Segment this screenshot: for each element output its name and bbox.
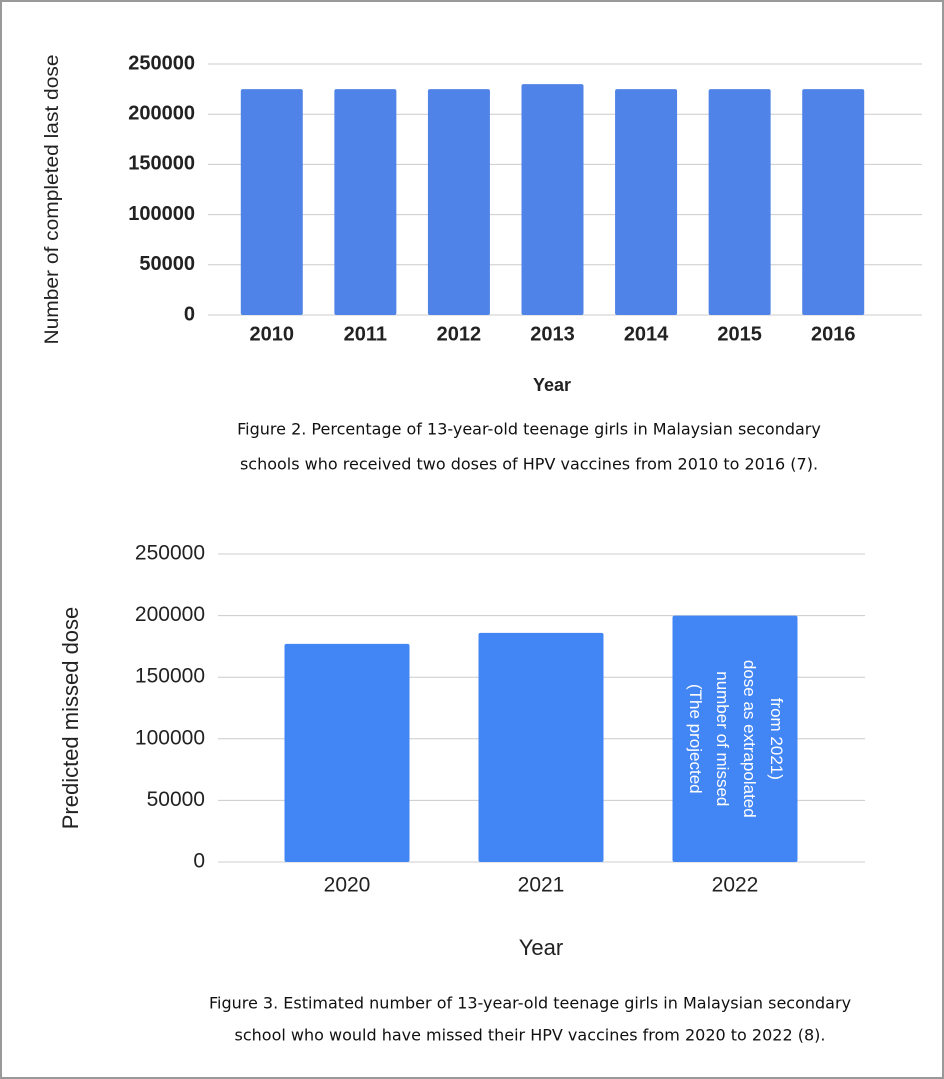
figure-caption: schools who received two doses of HPV va… [240,455,818,474]
x-tick-label: 2010 [250,323,295,345]
y-tick-label: 0 [184,303,195,325]
x-tick-label: 2020 [324,874,371,897]
x-tick-label: 2022 [712,874,759,897]
x-tick-label: 2013 [530,323,575,345]
y-axis-label: Number of completed last dose [42,55,63,345]
x-axis-label: Year [533,375,571,395]
y-tick-label: 100000 [135,726,205,749]
bar-annotation: number of missed [713,671,732,806]
bar [802,89,865,315]
y-tick-label: 250000 [135,542,205,565]
bar [427,89,490,315]
bar [334,89,397,315]
y-tick-label: 50000 [139,253,195,275]
figure-caption: Figure 3. Estimated number of 13-year-ol… [209,994,851,1013]
y-tick-label: 0 [193,850,205,873]
bar [478,632,604,862]
bar-annotation: (The projected [686,684,705,794]
bar-annotation: from 2021) [767,698,786,780]
bar [672,615,798,862]
figure-caption: school who would have missed their HPV v… [235,1026,826,1045]
x-tick-label: 2012 [437,323,482,345]
y-tick-label: 50000 [147,788,205,811]
y-tick-label: 250000 [128,52,195,74]
y-tick-label: 150000 [135,665,205,688]
x-tick-label: 2015 [717,323,762,345]
x-tick-label: 2021 [518,874,565,897]
bar-annotation: dose as extrapolated [740,660,759,818]
y-tick-label: 150000 [128,153,195,175]
y-tick-label: 200000 [135,603,205,626]
y-tick-label: 100000 [128,203,195,225]
x-tick-label: 2011 [344,323,387,345]
bar [521,84,584,315]
bar [240,89,303,315]
x-tick-label: 2014 [624,323,669,345]
y-axis-label: Predicted missed dose [58,607,83,830]
bar [615,89,678,315]
y-tick-label: 200000 [128,102,195,124]
x-axis-label: Year [519,935,563,960]
bar [284,643,410,862]
x-tick-label: 2016 [811,323,856,345]
bar [708,89,771,315]
figure-caption: Figure 2. Percentage of 13-year-old teen… [237,420,821,439]
